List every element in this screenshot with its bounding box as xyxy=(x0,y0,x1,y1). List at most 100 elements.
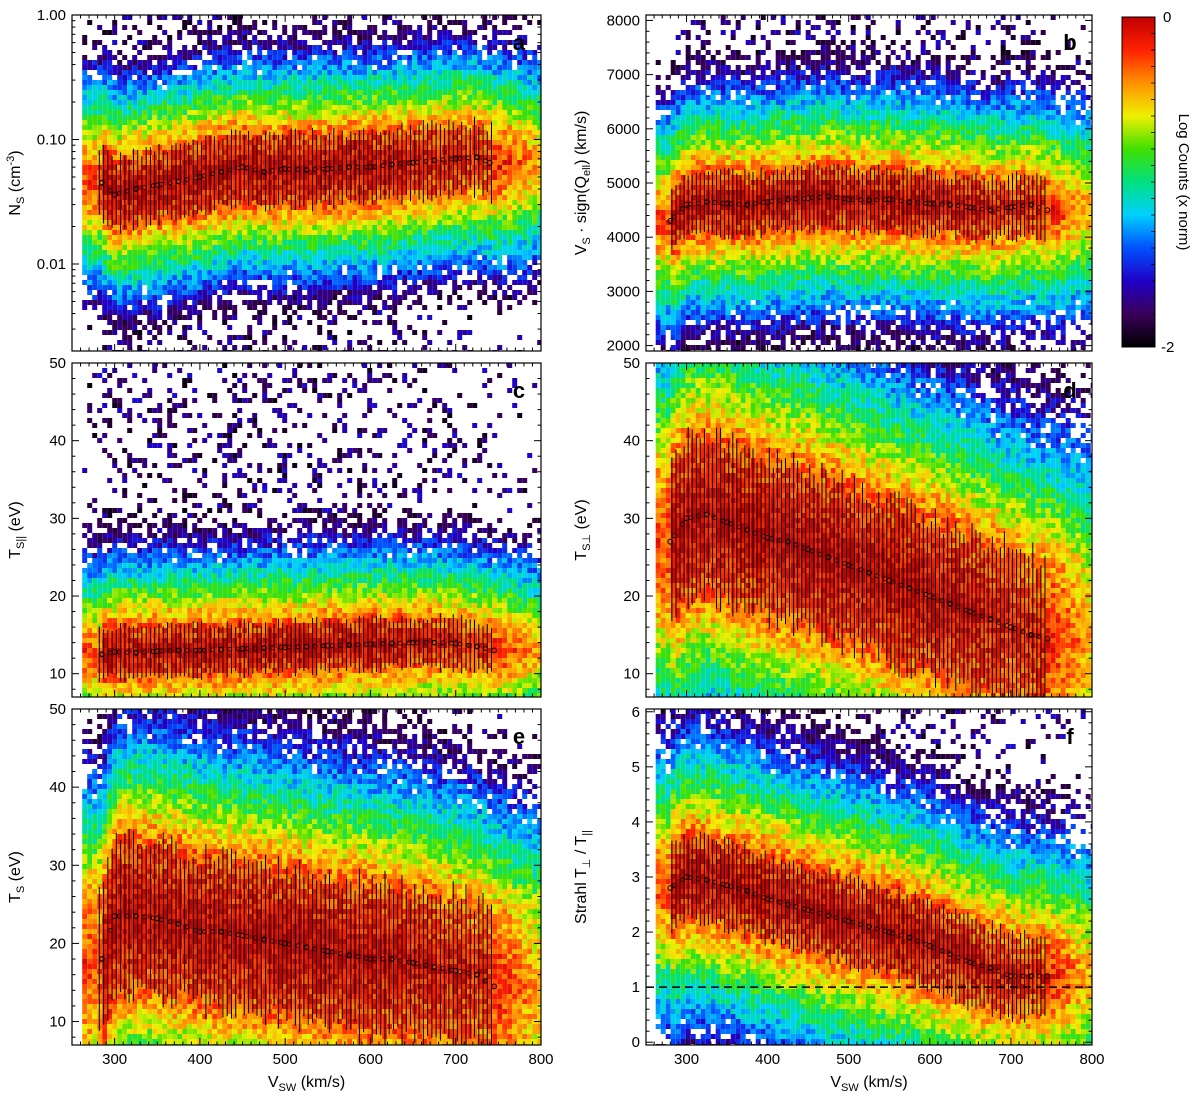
median-marker xyxy=(150,649,156,654)
panel-c: 10 20 30 40 50 TS|| (eV) c xyxy=(7,355,542,698)
median-marker xyxy=(406,640,412,646)
y-tick-label: 10 xyxy=(623,666,640,683)
median-marker xyxy=(269,645,275,651)
median-marker xyxy=(355,954,361,960)
median-marker xyxy=(866,924,872,929)
median-marker xyxy=(712,200,718,206)
median-marker xyxy=(931,945,937,950)
panel-b: 2000 3000 4000 5000 6000 7000 8000 VS · sign(Qe… xyxy=(573,12,1093,355)
median-marker xyxy=(176,179,182,184)
median-marker xyxy=(125,188,130,194)
median-marker xyxy=(116,191,122,196)
median-marker xyxy=(761,895,766,900)
median-marker xyxy=(1012,204,1018,210)
y-axis-title: Strahl T⊥ / T|| xyxy=(573,830,593,924)
median-marker xyxy=(150,183,156,189)
y-tick-label: 40 xyxy=(623,433,640,450)
median-marker xyxy=(996,206,1002,212)
median-marker xyxy=(688,875,693,880)
median-marker xyxy=(167,180,173,186)
median-marker xyxy=(159,648,164,654)
median-marker xyxy=(235,165,241,171)
median-marker xyxy=(449,156,454,162)
colorbar-min-label: -2 xyxy=(1161,339,1174,356)
median-marker xyxy=(431,157,437,163)
median-marker xyxy=(295,943,301,949)
median-marker xyxy=(996,620,1002,625)
median-marker xyxy=(201,647,207,653)
median-marker xyxy=(720,881,726,887)
median-marker xyxy=(116,913,122,919)
median-marker xyxy=(261,645,267,651)
median-marker xyxy=(184,177,190,183)
y-tick-label: 10 xyxy=(49,666,66,683)
median-marker xyxy=(466,642,471,648)
y-tick-label: 6 xyxy=(632,704,640,721)
median-marker xyxy=(142,914,147,920)
median-marker xyxy=(988,965,993,971)
median-marker xyxy=(931,201,937,207)
median-marker xyxy=(826,913,831,918)
median-marker xyxy=(907,585,912,591)
median-marker xyxy=(793,904,799,910)
y-axis-title: NS (cm-3) xyxy=(5,150,27,215)
median-marker xyxy=(252,646,258,651)
x-tick-label: 400 xyxy=(187,1051,212,1068)
median-point xyxy=(1044,973,1051,979)
panel-e: 300 400 500 600 700 800 VSW (km/s) 10 20 30 40 50 TS… xyxy=(7,701,554,1094)
median-marker xyxy=(440,157,446,163)
median-marker xyxy=(193,927,199,933)
median-marker xyxy=(955,203,961,209)
median-marker xyxy=(329,166,335,172)
y-tick-label: 5000 xyxy=(607,175,640,192)
median-marker xyxy=(252,935,258,941)
median-marker xyxy=(753,530,758,536)
median-marker xyxy=(753,201,758,207)
median-marker xyxy=(355,642,361,647)
median-marker xyxy=(915,200,921,206)
median-marker xyxy=(801,906,807,912)
median-marker xyxy=(312,643,318,649)
median-marker xyxy=(866,570,872,576)
median-marker xyxy=(269,938,275,944)
median-marker xyxy=(474,972,480,978)
errorbars-a xyxy=(98,116,493,234)
median-marker xyxy=(235,932,241,938)
median-point xyxy=(1044,207,1051,214)
median-marker xyxy=(809,548,815,554)
median-marker xyxy=(321,948,327,953)
y-tick-label: 1 xyxy=(632,979,640,996)
median-marker xyxy=(363,955,369,961)
median-point xyxy=(491,983,498,990)
median-marker xyxy=(712,515,718,520)
median-marker xyxy=(761,533,766,539)
median-marker xyxy=(720,518,726,524)
y-tick-label: 40 xyxy=(49,433,66,450)
median-marker xyxy=(817,551,823,557)
y-tick-label: 4 xyxy=(632,814,640,831)
median-marker xyxy=(269,168,275,174)
median-marker xyxy=(793,542,799,548)
median-point xyxy=(667,538,674,545)
median-marker xyxy=(858,567,864,572)
median-marker xyxy=(736,524,742,530)
median-marker xyxy=(466,155,471,161)
median-marker xyxy=(777,197,783,203)
median-marker xyxy=(431,964,437,970)
median-marker xyxy=(397,958,403,963)
median-marker xyxy=(1036,973,1042,979)
median-marker xyxy=(980,613,985,619)
median-marker xyxy=(286,166,292,172)
median-marker xyxy=(1004,972,1010,977)
median-marker xyxy=(346,164,352,170)
median-marker xyxy=(842,917,848,923)
median-marker xyxy=(834,195,839,201)
median-marker xyxy=(218,169,224,175)
median-marker xyxy=(907,935,912,940)
y-tick-label: 50 xyxy=(623,355,640,372)
median-marker xyxy=(680,877,685,883)
x-tick-label: 300 xyxy=(674,1051,699,1068)
median-marker xyxy=(304,167,309,173)
